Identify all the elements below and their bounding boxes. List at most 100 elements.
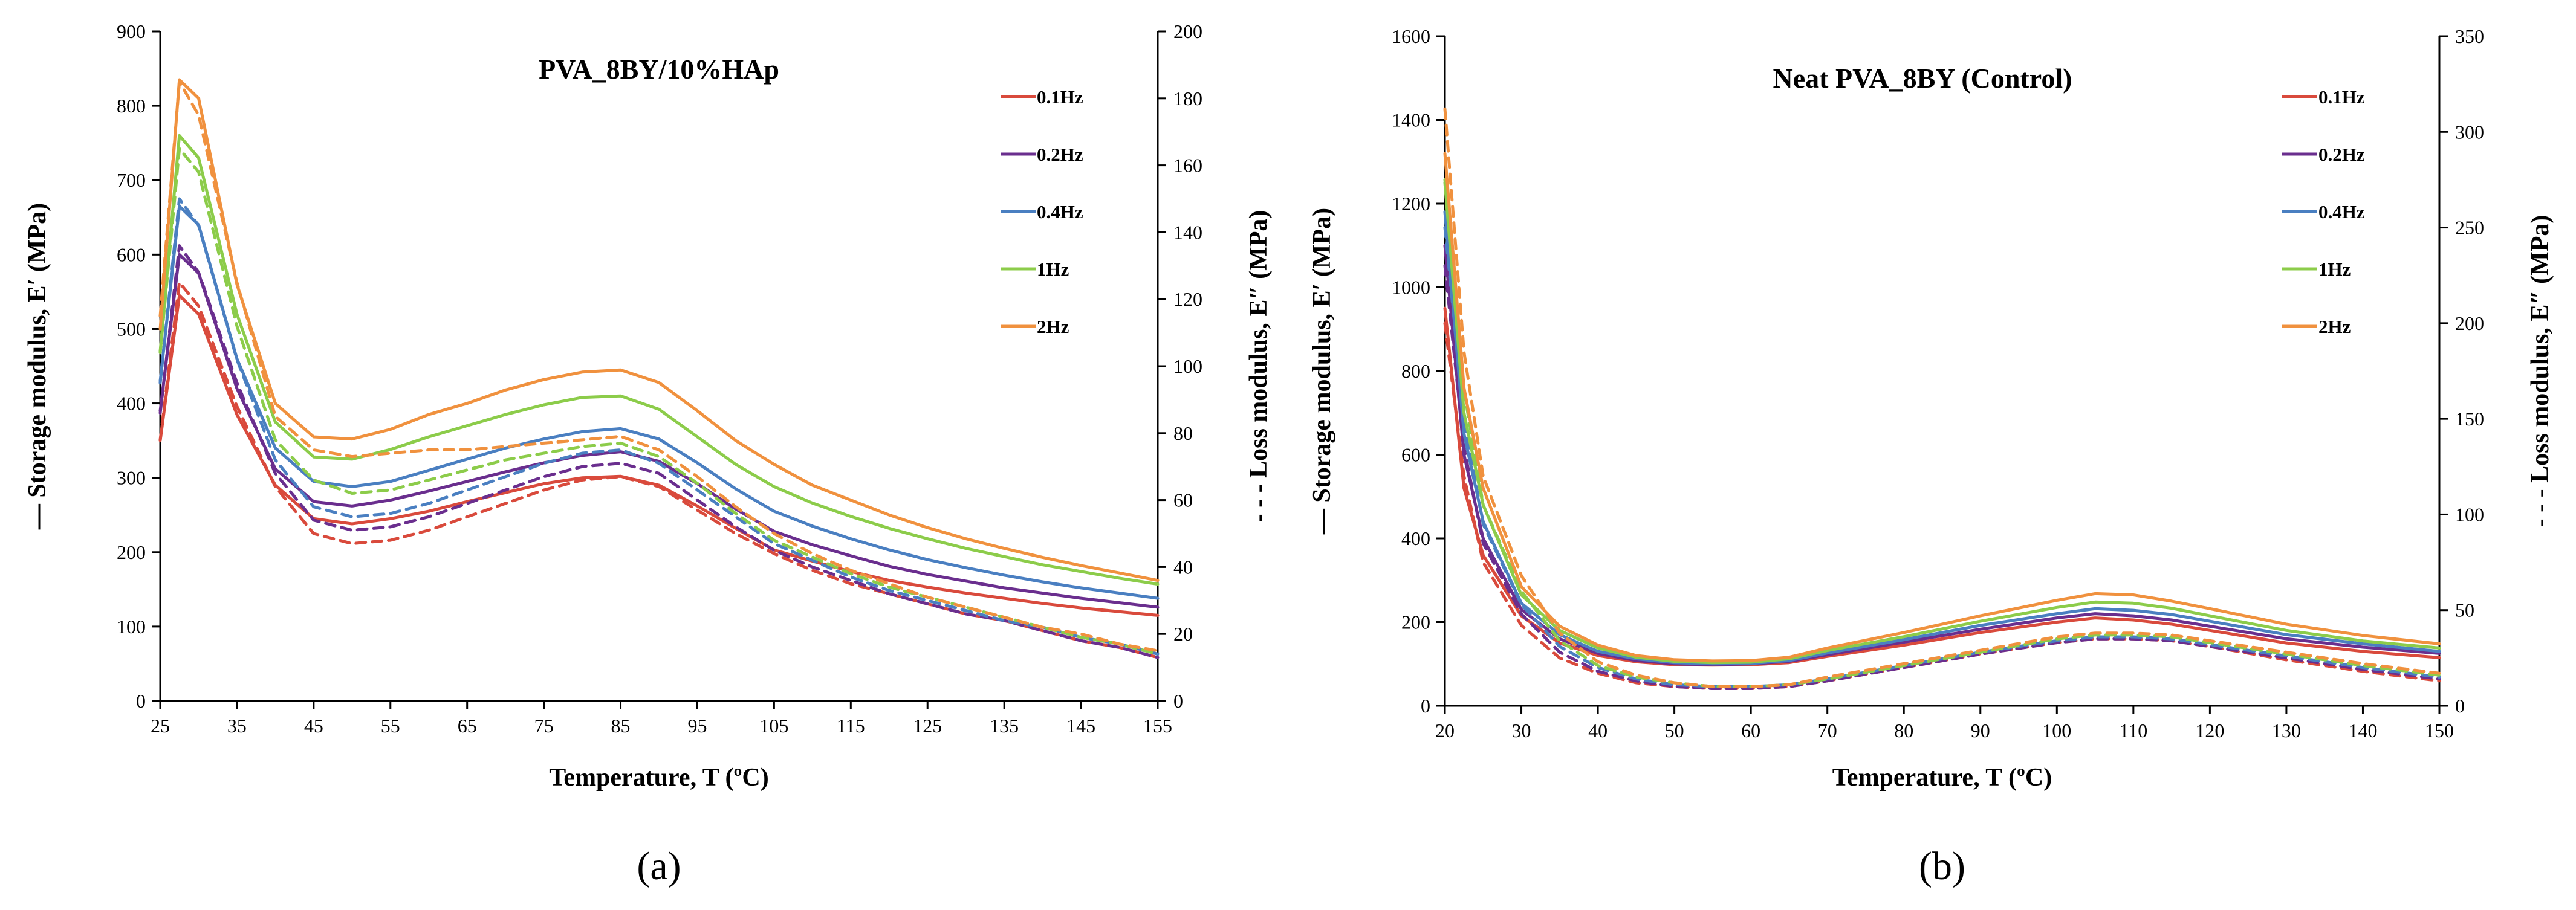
y-right-tick-label: 0 bbox=[1173, 690, 1183, 712]
legend-label: 0.4Hz bbox=[1037, 201, 1083, 222]
x-tick-label: 70 bbox=[1818, 720, 1837, 741]
x-axis-label: Temperature, T (ºC) bbox=[549, 764, 768, 792]
y-right-tick-label: 200 bbox=[2455, 312, 2484, 334]
x-tick-label: 115 bbox=[837, 715, 865, 737]
storage-line-0.1Hz bbox=[1443, 306, 2441, 667]
y-right-tick-label: 350 bbox=[2455, 25, 2484, 47]
legend-label: 2Hz bbox=[2318, 316, 2351, 337]
x-tick-label: 125 bbox=[913, 715, 942, 737]
y-left-tick-label: 1600 bbox=[1392, 25, 1430, 47]
plot-axes bbox=[1444, 36, 2441, 707]
y-left-axis-text: Storage modulus, E′ (MPa) bbox=[1308, 208, 1336, 503]
x-tick-label: 30 bbox=[1512, 720, 1531, 741]
storage-line-1Hz bbox=[1443, 181, 2441, 665]
y-left-tick-label: 1200 bbox=[1392, 193, 1430, 215]
y-left-axis-label: — Storage modulus, E′ (MPa) bbox=[1308, 208, 1336, 535]
x-tick-label: 40 bbox=[1588, 720, 1608, 741]
y-left-tick-label: 400 bbox=[117, 393, 146, 415]
legend-label: 2Hz bbox=[1037, 316, 1069, 337]
y-left-tick-label: 1000 bbox=[1392, 277, 1430, 298]
x-tick-label: 85 bbox=[611, 715, 631, 737]
y-right-tick-label: 60 bbox=[1173, 489, 1193, 511]
loss-line-1Hz bbox=[1443, 178, 2441, 688]
x-tick-label: 60 bbox=[1741, 720, 1760, 741]
y-left-tick-label: 800 bbox=[1401, 360, 1430, 382]
chart-title: PVA_8BY/10%HAp bbox=[539, 54, 779, 85]
y-left-tick-label: 0 bbox=[136, 690, 146, 712]
x-tick-label: 155 bbox=[1143, 715, 1172, 737]
y-left-tick-label: 800 bbox=[117, 95, 146, 117]
y-left-tick-label: 100 bbox=[117, 616, 146, 637]
x-tick-label: 55 bbox=[381, 715, 400, 737]
storage-line-2Hz bbox=[1443, 152, 2441, 663]
y-left-tick-label: 200 bbox=[117, 541, 146, 563]
x-tick-label: 120 bbox=[2195, 720, 2224, 741]
loss-line-0.1Hz bbox=[158, 281, 1160, 659]
x-tick-label: 75 bbox=[534, 715, 554, 737]
loss-line-0.2Hz bbox=[1443, 264, 2441, 690]
y-left-tick-label: 700 bbox=[117, 169, 146, 191]
legend-label: 0.2Hz bbox=[2318, 144, 2365, 165]
x-tick-label: 45 bbox=[304, 715, 323, 737]
y-right-tick-label: 200 bbox=[1173, 21, 1202, 42]
storage-line-2Hz bbox=[158, 78, 1160, 582]
legend-label: 0.1Hz bbox=[1037, 86, 1083, 108]
legend-label: 1Hz bbox=[2318, 259, 2351, 280]
x-tick-label: 20 bbox=[1435, 720, 1455, 741]
chart-panel-a: 25 35 45 55 65 75 85 95 105 115 125 135 145 155010020… bbox=[24, 21, 1273, 888]
y-left-tick-label: 600 bbox=[117, 244, 146, 265]
storage-line-0.2Hz bbox=[1443, 244, 2441, 666]
y-right-tick-label: 160 bbox=[1173, 155, 1202, 176]
legend-label: 0.1Hz bbox=[2318, 86, 2365, 108]
storage-line-0.2Hz bbox=[158, 253, 1160, 609]
y-right-tick-label: 140 bbox=[1173, 221, 1202, 243]
y-left-tick-label: 200 bbox=[1401, 612, 1430, 633]
y-right-tick-label: 180 bbox=[1173, 88, 1202, 109]
loss-line-2Hz bbox=[1443, 107, 2441, 688]
y-right-axis-label: - - - Loss modulus, E″ (MPa) bbox=[2526, 215, 2554, 528]
dashed-line-marker: - - - bbox=[2526, 483, 2554, 527]
y-right-axis-label: - - - Loss modulus, E″ (MPa) bbox=[1245, 210, 1273, 523]
y-right-axis-text: Loss modulus, E″ (MPa) bbox=[1245, 210, 1273, 478]
y-right-tick-label: 100 bbox=[2455, 503, 2484, 525]
x-tick-label: 80 bbox=[1894, 720, 1913, 741]
storage-line-1Hz bbox=[158, 134, 1160, 586]
solid-line-marker: — bbox=[1308, 503, 1336, 535]
y-right-tick-label: 150 bbox=[2455, 408, 2484, 430]
x-tick-label: 65 bbox=[458, 715, 477, 737]
y-right-tick-label: 0 bbox=[2455, 695, 2465, 717]
y-left-tick-label: 400 bbox=[1401, 528, 1430, 549]
storage-line-0.4Hz bbox=[1443, 210, 2441, 666]
legend-label: 1Hz bbox=[1037, 259, 1069, 280]
x-axis-label: Temperature, T (ºC) bbox=[1832, 764, 2052, 792]
y-right-tick-label: 250 bbox=[2455, 217, 2484, 239]
y-left-axis-label: — Storage modulus, E′ (MPa) bbox=[24, 203, 51, 530]
x-tick-label: 50 bbox=[1665, 720, 1684, 741]
y-left-axis-text: Storage modulus, E′ (MPa) bbox=[24, 203, 51, 498]
x-tick-label: 100 bbox=[2042, 720, 2071, 741]
y-right-tick-label: 100 bbox=[1173, 355, 1202, 377]
y-left-tick-label: 500 bbox=[117, 318, 146, 340]
y-left-tick-label: 1400 bbox=[1392, 109, 1430, 131]
y-right-tick-label: 40 bbox=[1173, 556, 1193, 578]
x-tick-label: 105 bbox=[759, 715, 788, 737]
x-tick-label: 130 bbox=[2272, 720, 2301, 741]
y-right-tick-label: 300 bbox=[2455, 121, 2484, 143]
x-tick-label: 150 bbox=[2425, 720, 2454, 741]
y-right-tick-label: 80 bbox=[1173, 422, 1193, 444]
loss-line-0.2Hz bbox=[158, 244, 1160, 659]
x-tick-label: 145 bbox=[1066, 715, 1095, 737]
x-tick-label: 25 bbox=[151, 715, 170, 737]
loss-line-2Hz bbox=[158, 80, 1160, 653]
x-tick-label: 135 bbox=[990, 715, 1019, 737]
storage-line-0.4Hz bbox=[158, 204, 1160, 600]
dashed-line-marker: - - - bbox=[1245, 478, 1273, 522]
y-right-tick-label: 120 bbox=[1173, 288, 1202, 310]
x-tick-label: 90 bbox=[1971, 720, 1990, 741]
y-left-tick-label: 600 bbox=[1401, 444, 1430, 466]
legend-label: 0.2Hz bbox=[1037, 144, 1083, 165]
panel-caption: (b) bbox=[1919, 844, 1965, 888]
plot-axes bbox=[159, 31, 1159, 702]
chart-title: Neat PVA_8BY (Control) bbox=[1773, 63, 2072, 94]
